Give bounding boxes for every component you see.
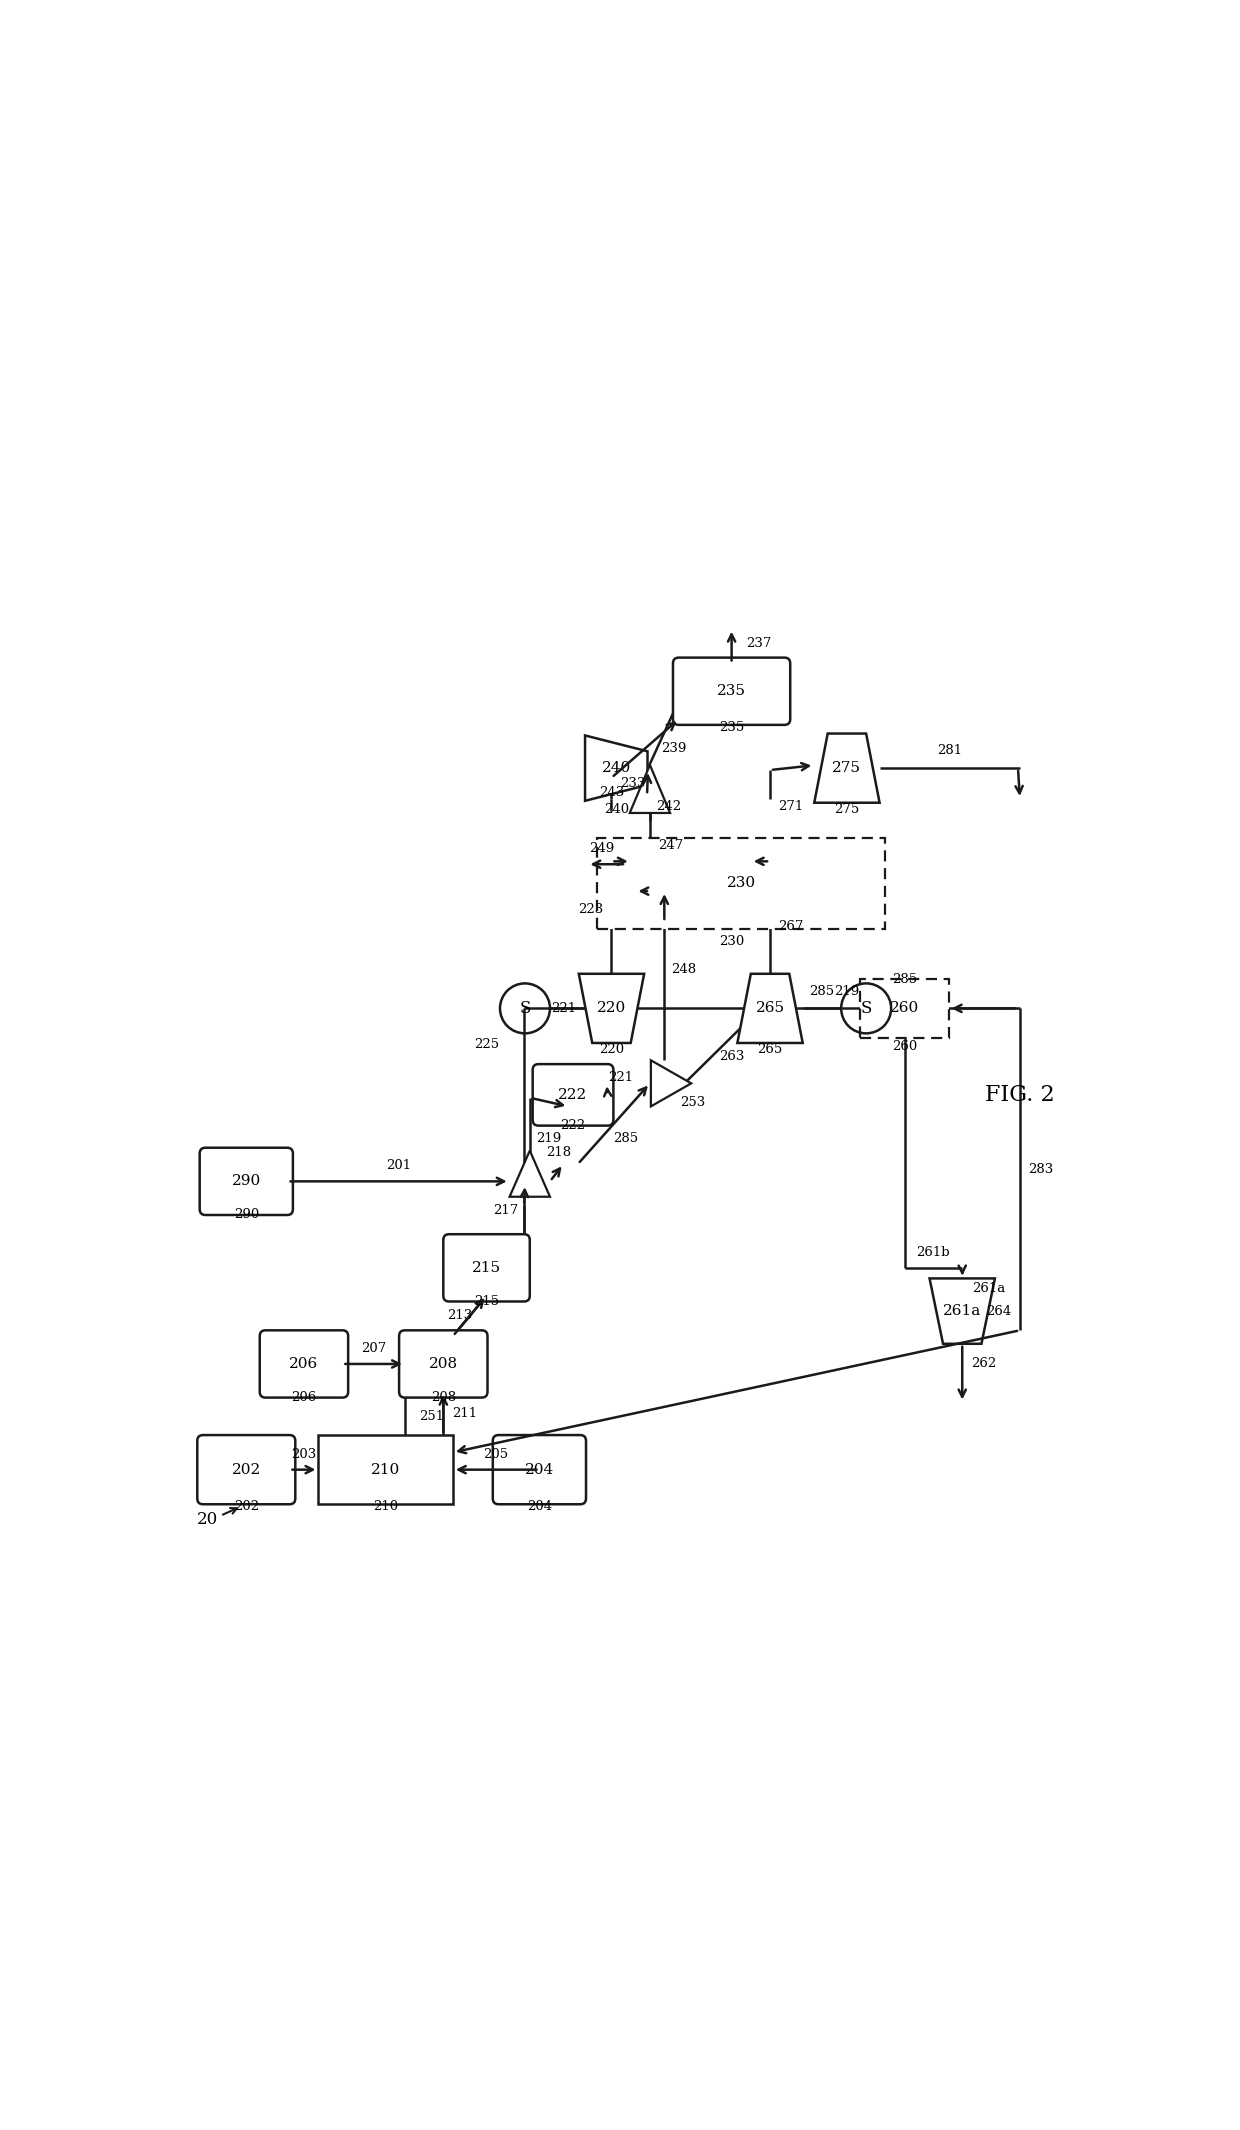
FancyBboxPatch shape xyxy=(673,658,790,724)
Text: 263: 263 xyxy=(719,1050,744,1063)
Polygon shape xyxy=(585,735,647,801)
Text: 264: 264 xyxy=(986,1304,1012,1318)
Bar xyxy=(596,837,885,929)
Text: 206: 206 xyxy=(291,1391,316,1404)
Text: 285: 285 xyxy=(614,1131,639,1144)
Text: 202: 202 xyxy=(233,1500,259,1512)
Text: 223: 223 xyxy=(578,903,603,916)
Text: 239: 239 xyxy=(661,743,687,756)
Text: 208: 208 xyxy=(429,1357,458,1372)
Polygon shape xyxy=(510,1150,551,1197)
Text: 240: 240 xyxy=(604,803,629,816)
Text: 222: 222 xyxy=(560,1118,585,1133)
Text: 230: 230 xyxy=(719,935,744,948)
Text: 235: 235 xyxy=(717,684,746,699)
Text: 275: 275 xyxy=(835,803,859,816)
FancyBboxPatch shape xyxy=(444,1233,529,1301)
Text: 261a: 261a xyxy=(944,1304,981,1318)
Text: 253: 253 xyxy=(681,1097,706,1110)
Text: 249: 249 xyxy=(589,841,615,856)
Text: 283: 283 xyxy=(1028,1163,1054,1176)
Text: 215: 215 xyxy=(472,1261,501,1276)
Text: 220: 220 xyxy=(596,1001,626,1016)
Text: 20: 20 xyxy=(197,1510,218,1527)
Text: 218: 218 xyxy=(546,1146,572,1159)
Text: 281: 281 xyxy=(937,743,962,758)
Text: 221: 221 xyxy=(551,1001,577,1014)
FancyBboxPatch shape xyxy=(259,1331,348,1397)
Text: 243: 243 xyxy=(599,786,624,799)
Text: 285: 285 xyxy=(810,984,835,997)
Text: 262: 262 xyxy=(971,1357,996,1370)
Text: 230: 230 xyxy=(727,875,755,890)
Polygon shape xyxy=(579,973,644,1044)
FancyBboxPatch shape xyxy=(399,1331,487,1397)
Polygon shape xyxy=(651,1061,691,1105)
Text: 207: 207 xyxy=(361,1342,386,1355)
Text: 271: 271 xyxy=(779,801,804,814)
Polygon shape xyxy=(738,973,802,1044)
Text: 204: 204 xyxy=(525,1463,554,1476)
Text: S: S xyxy=(861,999,872,1016)
FancyBboxPatch shape xyxy=(200,1148,293,1214)
Text: 290: 290 xyxy=(233,1208,259,1220)
Text: 202: 202 xyxy=(232,1463,260,1476)
Text: 217: 217 xyxy=(494,1203,518,1216)
Text: FIG. 2: FIG. 2 xyxy=(985,1084,1055,1105)
Text: 208: 208 xyxy=(430,1391,456,1404)
Text: 248: 248 xyxy=(671,963,696,976)
Text: 242: 242 xyxy=(656,801,682,814)
Text: 237: 237 xyxy=(745,637,771,650)
Text: 260: 260 xyxy=(890,1001,919,1016)
Polygon shape xyxy=(630,765,670,814)
Text: 225: 225 xyxy=(474,1039,500,1052)
Text: 267: 267 xyxy=(779,920,804,933)
Text: 201: 201 xyxy=(386,1159,412,1172)
Text: 210: 210 xyxy=(371,1463,401,1476)
Polygon shape xyxy=(815,733,879,803)
Text: 261a: 261a xyxy=(972,1282,1006,1295)
Text: 261b: 261b xyxy=(916,1246,950,1259)
Text: 220: 220 xyxy=(599,1044,624,1056)
Text: 251: 251 xyxy=(419,1410,444,1423)
Text: 215: 215 xyxy=(474,1295,500,1308)
Text: S: S xyxy=(520,999,531,1016)
Bar xyxy=(861,978,949,1037)
Text: 285: 285 xyxy=(892,973,918,986)
FancyBboxPatch shape xyxy=(197,1436,295,1504)
Text: 233: 233 xyxy=(620,777,645,790)
Text: 221: 221 xyxy=(609,1071,634,1084)
Polygon shape xyxy=(930,1278,994,1344)
Text: 275: 275 xyxy=(832,760,862,775)
Text: 265: 265 xyxy=(755,1001,785,1016)
Text: 213: 213 xyxy=(446,1310,472,1323)
FancyBboxPatch shape xyxy=(533,1065,614,1125)
Text: 219: 219 xyxy=(537,1131,562,1144)
Text: 222: 222 xyxy=(558,1088,588,1101)
Text: 235: 235 xyxy=(719,722,744,735)
Text: 240: 240 xyxy=(601,760,631,775)
Text: 203: 203 xyxy=(291,1448,316,1461)
Text: 211: 211 xyxy=(451,1408,477,1421)
Text: 204: 204 xyxy=(527,1500,552,1512)
Text: 205: 205 xyxy=(484,1448,508,1461)
Bar xyxy=(319,1436,453,1504)
Text: 260: 260 xyxy=(892,1039,918,1054)
Text: 290: 290 xyxy=(232,1174,260,1189)
Text: 219: 219 xyxy=(835,984,859,997)
FancyBboxPatch shape xyxy=(492,1436,587,1504)
Text: 265: 265 xyxy=(758,1044,782,1056)
Text: 210: 210 xyxy=(373,1500,398,1512)
Text: 206: 206 xyxy=(289,1357,319,1372)
Text: 247: 247 xyxy=(658,839,683,852)
